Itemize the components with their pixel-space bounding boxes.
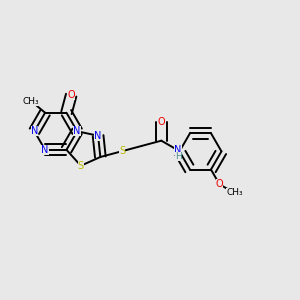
Text: CH₃: CH₃ (226, 188, 243, 197)
Text: N: N (74, 126, 81, 136)
Text: S: S (78, 161, 84, 171)
Text: O: O (216, 179, 223, 189)
Text: S: S (119, 146, 125, 156)
Text: O: O (68, 90, 75, 100)
Text: CH₃: CH₃ (23, 97, 40, 106)
Text: N: N (174, 145, 182, 155)
Text: H: H (175, 152, 182, 161)
Text: N: N (31, 126, 38, 136)
Text: N: N (41, 145, 49, 155)
Text: N: N (94, 131, 102, 141)
Text: O: O (158, 118, 165, 128)
